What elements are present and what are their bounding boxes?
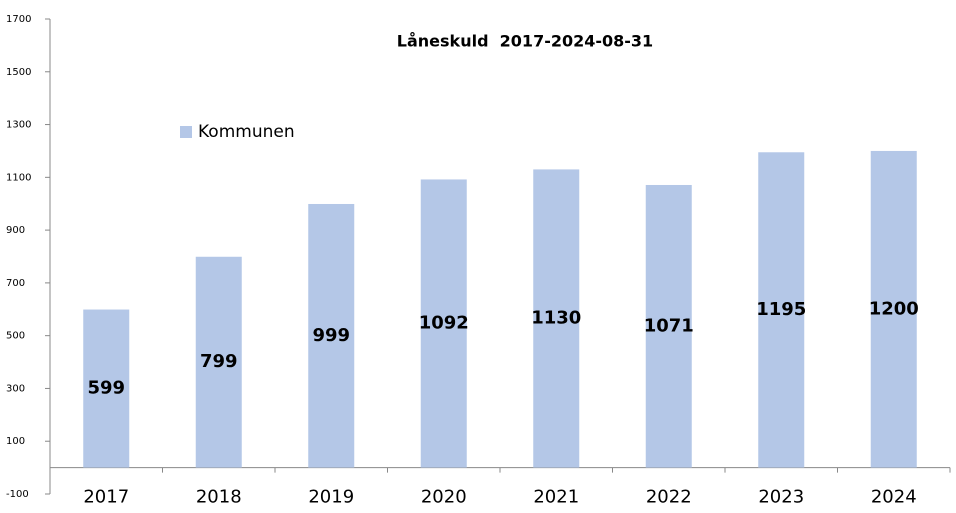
data-label: 1195 bbox=[756, 299, 806, 320]
y-tick-label: 300 bbox=[6, 383, 25, 394]
data-label: 1200 bbox=[869, 298, 919, 319]
bar bbox=[420, 179, 467, 468]
legend-swatch bbox=[180, 126, 192, 138]
x-tick-label: 2024 bbox=[871, 487, 917, 508]
x-tick-label: 2017 bbox=[83, 487, 129, 508]
x-tick-label: 2018 bbox=[196, 487, 242, 508]
x-tick-label: 2021 bbox=[533, 487, 579, 508]
data-label: 599 bbox=[87, 378, 125, 399]
bar bbox=[83, 309, 130, 468]
y-tick-label: 500 bbox=[6, 331, 25, 342]
y-tick-label: 1700 bbox=[6, 14, 31, 25]
bar bbox=[870, 150, 917, 468]
y-tick-label: 700 bbox=[6, 278, 25, 289]
x-tick-label: 2022 bbox=[646, 487, 692, 508]
bar bbox=[195, 256, 242, 468]
data-label: 1071 bbox=[644, 315, 694, 336]
chart-title: Låneskuld 2017-2024-08-31 bbox=[397, 32, 653, 51]
y-tick-label: 1500 bbox=[6, 67, 31, 78]
x-tick-label: 2020 bbox=[421, 487, 467, 508]
y-tick-label: 1100 bbox=[6, 172, 31, 183]
data-label: 799 bbox=[200, 351, 238, 372]
bar bbox=[645, 184, 692, 468]
x-tick-label: 2019 bbox=[308, 487, 354, 508]
legend-label: Kommunen bbox=[198, 122, 295, 142]
bar bbox=[533, 169, 580, 468]
data-label: 1092 bbox=[419, 313, 469, 334]
y-tick-label: 900 bbox=[6, 225, 25, 236]
y-tick-label: 100 bbox=[6, 436, 25, 447]
x-tick-label: 2023 bbox=[758, 487, 804, 508]
bar bbox=[308, 203, 355, 468]
data-label: 1130 bbox=[531, 308, 581, 329]
y-tick-label: -100 bbox=[6, 489, 29, 500]
y-tick-label: 1300 bbox=[6, 120, 31, 131]
data-label: 999 bbox=[312, 325, 350, 346]
bar bbox=[758, 152, 805, 468]
